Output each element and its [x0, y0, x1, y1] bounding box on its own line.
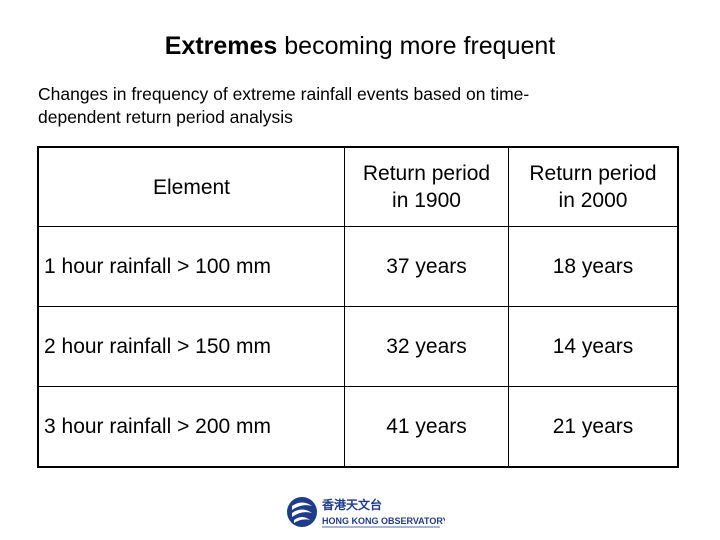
row-return-1900: 32 years: [344, 306, 509, 387]
logo-chinese-name: 香港天文台: [321, 497, 382, 512]
header-1900-line-1: Return period: [362, 162, 491, 185]
slide-subtitle: Changes in frequency of extreme rainfall…: [38, 83, 638, 129]
title-rest: becoming more frequent: [277, 32, 556, 60]
table-row: 1 hour rainfall > 100 mm 37 years 18 yea…: [38, 226, 679, 307]
table-row: 3 hour rainfall > 200 mm 41 years 21 yea…: [38, 386, 679, 468]
logo-english-name: HONG KONG OBSERVATORY: [322, 516, 445, 526]
row-return-2000: 21 years: [508, 386, 679, 468]
table-header-row: Element Return period in 1900 Return per…: [38, 147, 679, 227]
header-1900-line-2: in 1900: [392, 189, 461, 212]
subtitle-line-1: Changes in frequency of extreme rainfall…: [38, 84, 530, 104]
row-return-2000: 18 years: [508, 226, 679, 307]
hong-kong-observatory-emblem-icon: [287, 497, 317, 527]
hong-kong-observatory-logo: 香港天文台 HONG KONG OBSERVATORY: [287, 497, 445, 528]
table-row: 2 hour rainfall > 150 mm 32 years 14 yea…: [38, 306, 679, 387]
title-emphasis: Extremes: [164, 32, 278, 60]
slide-title: Extremes becoming more frequent: [0, 30, 720, 62]
row-element: 3 hour rainfall > 200 mm: [38, 386, 345, 468]
return-period-table: Element Return period in 1900 Return per…: [37, 146, 679, 468]
row-return-1900: 41 years: [344, 386, 509, 468]
header-return-1900: Return period in 1900: [344, 147, 509, 227]
header-2000-line-2: in 2000: [558, 189, 628, 212]
row-return-2000: 14 years: [508, 306, 679, 387]
row-element: 1 hour rainfall > 100 mm: [38, 226, 345, 307]
row-return-1900: 37 years: [344, 226, 509, 307]
row-element: 2 hour rainfall > 150 mm: [38, 306, 345, 387]
header-2000-line-1: Return period: [529, 162, 657, 185]
header-element: Element: [38, 147, 345, 227]
header-return-2000: Return period in 2000: [508, 147, 679, 227]
subtitle-line-2: dependent return period analysis: [38, 107, 293, 127]
